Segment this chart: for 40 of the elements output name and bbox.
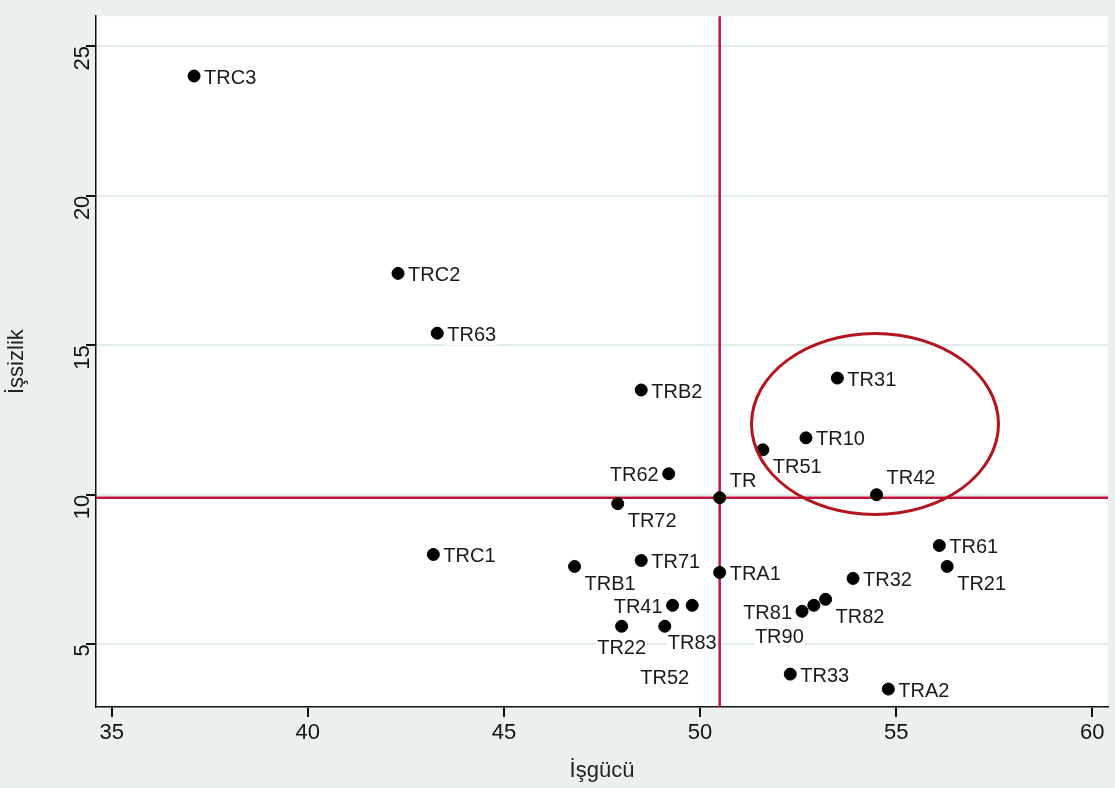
annotation: TR61: [949, 535, 999, 558]
x-tick-label: 45: [491, 719, 517, 745]
y-tick-label: 25: [69, 46, 95, 71]
y-tick-label: 10: [69, 494, 95, 520]
annotation: TRA1: [729, 561, 781, 584]
x-tick-label: 60: [1080, 719, 1105, 745]
annotation: TR42: [886, 466, 936, 489]
annotation: TRC1: [443, 544, 496, 566]
annotation: TRC2: [408, 262, 461, 285]
x-axis-title: İşgücü: [569, 756, 635, 782]
annotation: TR82: [835, 604, 885, 627]
annotation: TR21: [957, 571, 1007, 594]
annotation: TR22: [597, 635, 647, 658]
annotation: TR: [729, 469, 757, 492]
annotation: TRB1: [584, 571, 636, 594]
annotation: TRA2: [898, 678, 950, 701]
annotation: TRB2: [651, 379, 703, 402]
x-tick-label: 55: [883, 719, 909, 745]
y-tick-label: 20: [69, 195, 95, 221]
annotation: TR31: [847, 367, 897, 390]
y-axis-title: İşsizlik: [3, 328, 29, 394]
y-tick-label: 15: [69, 345, 95, 370]
annotation: TR81: [743, 600, 793, 623]
annotation: TR62: [609, 463, 659, 486]
y-tick-label: 5: [69, 644, 95, 657]
x-tick-label: 35: [99, 719, 124, 745]
annotation: TR63: [447, 322, 497, 345]
annotation: TR72: [627, 509, 677, 532]
x-tick-label: 50: [687, 719, 713, 745]
annotation: TR71: [651, 549, 701, 572]
annotation: TR10: [815, 427, 865, 450]
annotation: TR41: [613, 594, 663, 617]
annotation: TR90: [754, 624, 804, 647]
annotation: TR33: [800, 663, 850, 686]
annotation: TR51: [772, 455, 822, 478]
annotation: TR83: [667, 630, 717, 653]
annotation: TR32: [863, 567, 912, 590]
annotation: TRC3: [204, 65, 257, 88]
x-tick-label: 40: [295, 719, 321, 745]
annotation: TR52: [640, 665, 690, 688]
